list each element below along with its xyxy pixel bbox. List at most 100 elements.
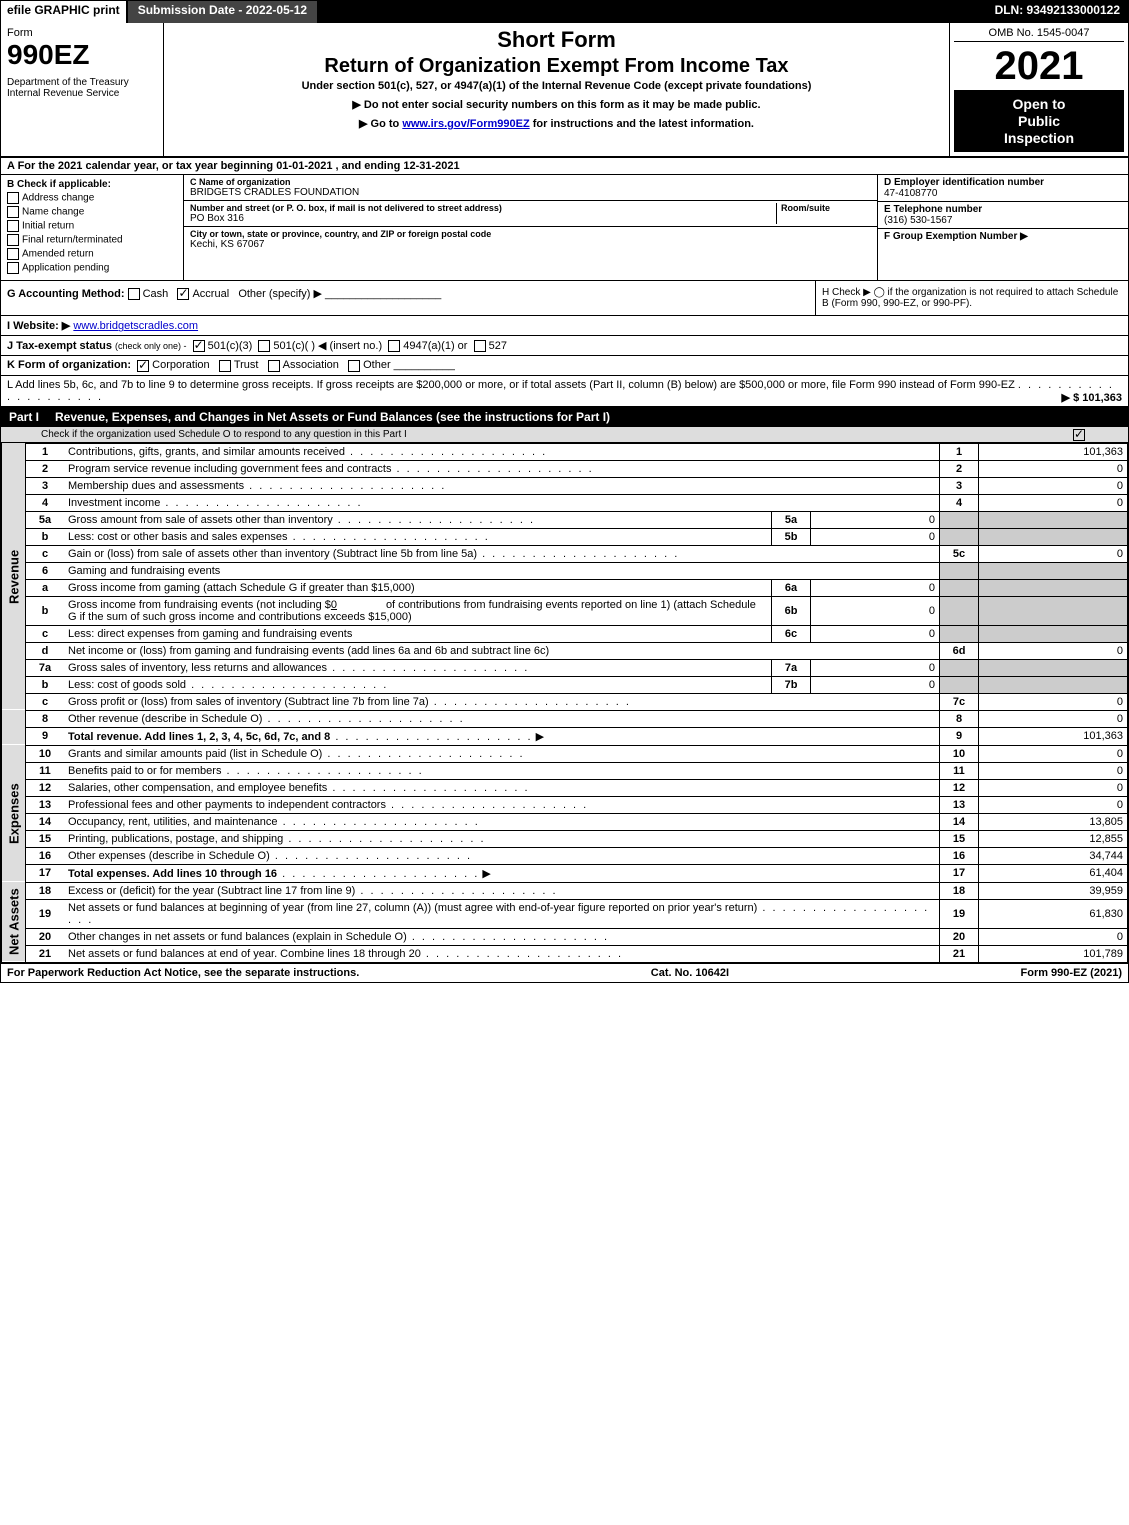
chk-initial-return[interactable]: Initial return: [7, 220, 177, 232]
line-6a-subamt: 0: [811, 579, 940, 596]
revenue-tab-cont: [2, 710, 26, 745]
form-word: Form: [7, 27, 157, 39]
c-city-label: City or town, state or province, country…: [190, 229, 871, 239]
line-5c-box: 5c: [940, 545, 979, 562]
chk-final-return[interactable]: Final return/terminated: [7, 234, 177, 246]
chk-amended-return[interactable]: Amended return: [7, 248, 177, 260]
line-5c-num: c: [26, 545, 65, 562]
line-13-desc: Professional fees and other payments to …: [64, 796, 940, 813]
checkbox-icon[interactable]: [7, 234, 19, 246]
line-21: 21 Net assets or fund balances at end of…: [2, 945, 1128, 962]
line-6b-sub: 6b: [772, 596, 811, 625]
checkbox-icon[interactable]: [7, 220, 19, 232]
header-left: Form 990EZ Department of the Treasury In…: [1, 23, 164, 156]
c-street-label: Number and street (or P. O. box, if mail…: [190, 203, 776, 213]
irs-link[interactable]: www.irs.gov/Form990EZ: [402, 118, 529, 130]
footer-right: Form 990-EZ (2021): [1021, 967, 1122, 979]
j-4947: 4947(a)(1) or: [403, 340, 467, 352]
checkbox-icon[interactable]: [7, 262, 19, 274]
main-title: Return of Organization Exempt From Incom…: [172, 55, 941, 78]
instr2-pre: ▶ Go to: [359, 118, 402, 130]
checkbox-icon[interactable]: [7, 192, 19, 204]
subtitle: Under section 501(c), 527, or 4947(a)(1)…: [172, 80, 941, 92]
dept-label: Department of the Treasury: [7, 77, 157, 88]
checkbox-icon[interactable]: [388, 340, 400, 352]
line-6d-amt: 0: [979, 642, 1128, 659]
shade: [979, 528, 1128, 545]
line-18-amt: 39,959: [979, 882, 1128, 899]
shade: [940, 562, 979, 579]
line-7c-num: c: [26, 693, 65, 710]
chk-amended-label: Amended return: [22, 249, 94, 260]
phone-value: (316) 530-1567: [884, 215, 1122, 226]
line-5b: b Less: cost or other basis and sales ex…: [2, 528, 1128, 545]
checkbox-checked-icon[interactable]: [137, 360, 149, 372]
line-21-amt: 101,789: [979, 945, 1128, 962]
f-group-row: F Group Exemption Number ▶: [878, 229, 1128, 244]
b-label: B Check if applicable:: [7, 179, 177, 190]
line-3-box: 3: [940, 477, 979, 494]
checkbox-icon[interactable]: [128, 288, 140, 300]
website-link[interactable]: www.bridgetscradles.com: [73, 320, 198, 332]
checkbox-icon[interactable]: [474, 340, 486, 352]
shade: [940, 579, 979, 596]
checkbox-icon[interactable]: [219, 360, 231, 372]
open-line2: Public: [958, 113, 1120, 130]
line-7b-subamt: 0: [811, 676, 940, 693]
shade: [940, 528, 979, 545]
line-5a-num: 5a: [26, 511, 65, 528]
line-6c-num: c: [26, 625, 65, 642]
line-10: Expenses 10 Grants and similar amounts p…: [2, 745, 1128, 762]
line-16: 16 Other expenses (describe in Schedule …: [2, 847, 1128, 864]
line-19-amt: 61,830: [979, 899, 1128, 928]
line-14-amt: 13,805: [979, 813, 1128, 830]
chk-address-change[interactable]: Address change: [7, 192, 177, 204]
line-6b-num: b: [26, 596, 65, 625]
short-form-title: Short Form: [172, 27, 941, 53]
shade: [979, 659, 1128, 676]
d-label: D Employer identification number: [884, 177, 1122, 188]
chk-application-pending[interactable]: Application pending: [7, 262, 177, 274]
checkbox-icon[interactable]: [7, 248, 19, 260]
irs-label: Internal Revenue Service: [7, 88, 157, 99]
part-1-header: Part I Revenue, Expenses, and Changes in…: [1, 407, 1128, 427]
checkbox-icon[interactable]: [268, 360, 280, 372]
page-footer: For Paperwork Reduction Act Notice, see …: [1, 963, 1128, 982]
line-21-num: 21: [26, 945, 65, 962]
line-14-num: 14: [26, 813, 65, 830]
line-4-desc: Investment income: [64, 494, 940, 511]
checkbox-icon[interactable]: [7, 206, 19, 218]
line-6: 6 Gaming and fundraising events: [2, 562, 1128, 579]
line-14: 14 Occupancy, rent, utilities, and maint…: [2, 813, 1128, 830]
e-label: E Telephone number: [884, 204, 1122, 215]
chk-address-change-label: Address change: [22, 193, 94, 204]
checkbox-icon[interactable]: [258, 340, 270, 352]
column-c-org-info: C Name of organization BRIDGETS CRADLES …: [184, 175, 878, 280]
line-5c-desc: Gain or (loss) from sale of assets other…: [64, 545, 940, 562]
e-phone-row: E Telephone number (316) 530-1567: [878, 202, 1128, 229]
line-17-amt: 61,404: [979, 864, 1128, 882]
org-name: BRIDGETS CRADLES FOUNDATION: [190, 187, 871, 198]
line-20-amt: 0: [979, 928, 1128, 945]
line-6d: d Net income or (loss) from gaming and f…: [2, 642, 1128, 659]
line-2: 2 Program service revenue including gove…: [2, 460, 1128, 477]
j-hint: (check only one) -: [115, 341, 187, 351]
k-label: K Form of organization:: [7, 359, 131, 371]
chk-name-change[interactable]: Name change: [7, 206, 177, 218]
checkbox-checked-icon[interactable]: [177, 288, 189, 300]
line-18-desc: Excess or (deficit) for the year (Subtra…: [64, 882, 940, 899]
line-5a-sub: 5a: [772, 511, 811, 528]
h-schedule-b: H Check ▶ ◯ if the organization is not r…: [815, 281, 1128, 315]
checkbox-checked-icon[interactable]: [1073, 429, 1085, 441]
line-8-num: 8: [26, 710, 65, 727]
checkbox-checked-icon[interactable]: [193, 340, 205, 352]
line-5b-subamt: 0: [811, 528, 940, 545]
checkbox-icon[interactable]: [348, 360, 360, 372]
line-7c-desc: Gross profit or (loss) from sales of inv…: [64, 693, 940, 710]
line-7a-desc: Gross sales of inventory, less returns a…: [64, 659, 772, 676]
line-7c-box: 7c: [940, 693, 979, 710]
line-20-desc: Other changes in net assets or fund bala…: [64, 928, 940, 945]
line-17: 17 Total expenses. Add lines 10 through …: [2, 864, 1128, 882]
c-city-row: City or town, state or province, country…: [184, 227, 877, 252]
column-b-checkboxes: B Check if applicable: Address change Na…: [1, 175, 184, 280]
